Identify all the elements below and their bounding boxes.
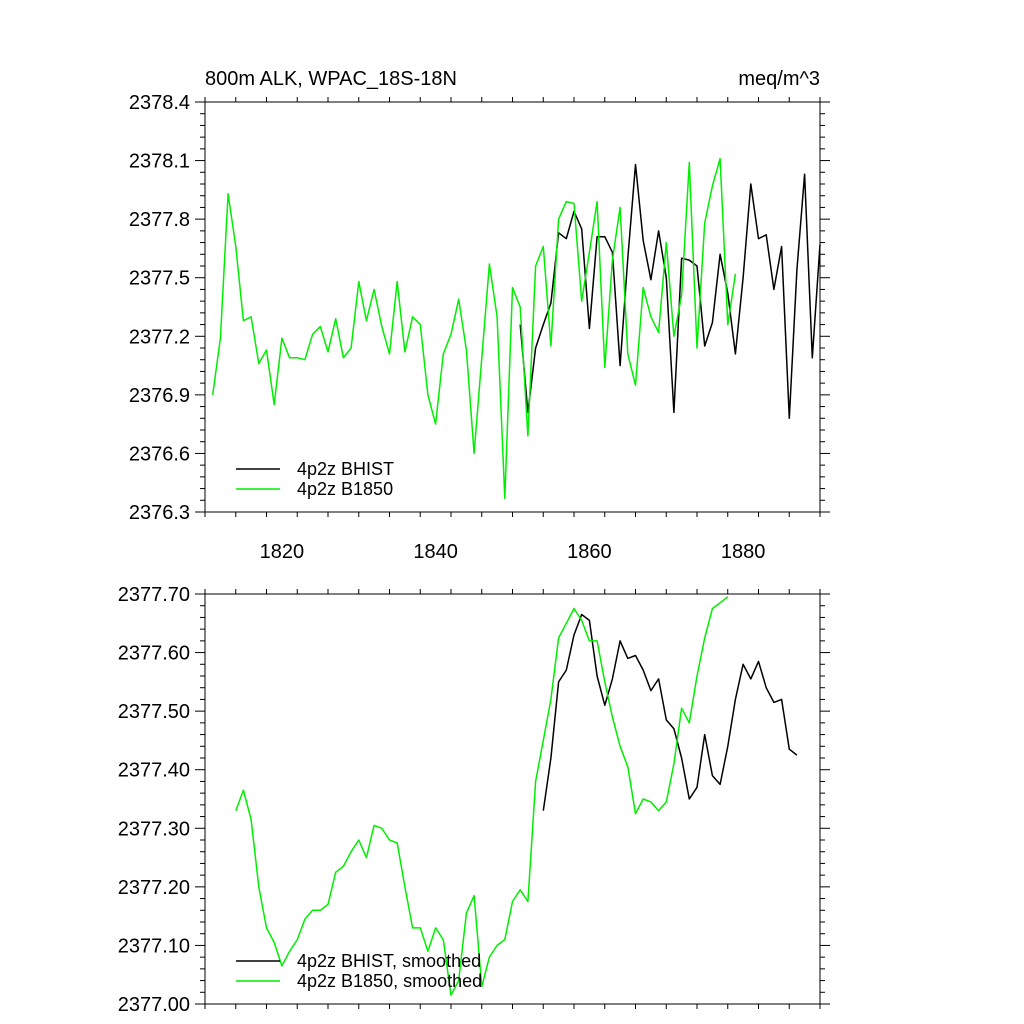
top-title-right: meq/m^3 — [738, 68, 820, 90]
y-tick-label: 2377.20 — [118, 877, 190, 899]
y-tick-label: 2377.5 — [129, 268, 190, 290]
y-tick-label: 2377.70 — [118, 584, 190, 606]
y-tick-label: 2377.10 — [118, 935, 190, 957]
y-tick-label: 2377.00 — [118, 994, 190, 1016]
top-plot-frame — [204, 101, 821, 513]
x-tick-label: 1820 — [260, 541, 305, 563]
top-title-left: 800m ALK, WPAC_18S-18N — [205, 68, 457, 90]
series-line-b1850 — [211, 157, 737, 500]
top-series — [211, 157, 821, 500]
bottom-plot-frame — [204, 593, 821, 1005]
legend-label: 4p2z B1850 — [297, 479, 393, 499]
y-tick-label: 2377.30 — [118, 818, 190, 840]
y-tick-label: 2377.50 — [118, 701, 190, 723]
bottom-panel: 2377.00 2377.10 2377.20 2377.30 2377.40 2377.… — [118, 584, 830, 1016]
x-tick-label: 1880 — [721, 541, 766, 563]
y-tick-label: 2377.8 — [129, 209, 190, 231]
x-tick-label: 1840 — [413, 541, 458, 563]
series-line-bhist — [542, 613, 798, 811]
y-tick-label: 2376.9 — [129, 385, 190, 407]
bottom-ticks — [195, 589, 830, 1009]
legend-label: 4p2z B1850, smoothed — [297, 971, 482, 991]
top-tick-labels: 2376.3 2376.6 2376.9 2377.2 2377.5 2377.8 2378… — [129, 92, 766, 563]
y-tick-label: 2376.3 — [129, 502, 190, 524]
y-tick-label: 2377.2 — [129, 326, 190, 348]
bottom-tick-labels: 2377.00 2377.10 2377.20 2377.30 2377.40 2377.… — [118, 584, 190, 1016]
bottom-series — [235, 596, 798, 996]
legend-label: 4p2z BHIST — [297, 459, 394, 479]
series-line-b1850 — [235, 596, 729, 996]
series-line-bhist — [519, 163, 821, 420]
y-tick-label: 2378.1 — [129, 151, 190, 173]
y-tick-label: 2376.6 — [129, 443, 190, 465]
top-ticks — [195, 97, 830, 517]
y-tick-label: 2377.60 — [118, 643, 190, 665]
top-panel: 800m ALK, WPAC_18S-18N meq/m^3 2376.3237… — [129, 68, 830, 563]
y-tick-label: 2378.4 — [129, 92, 190, 114]
legend-label: 4p2z BHIST, smoothed — [297, 951, 481, 971]
y-tick-label: 2377.40 — [118, 760, 190, 782]
x-tick-label: 1860 — [567, 541, 612, 563]
